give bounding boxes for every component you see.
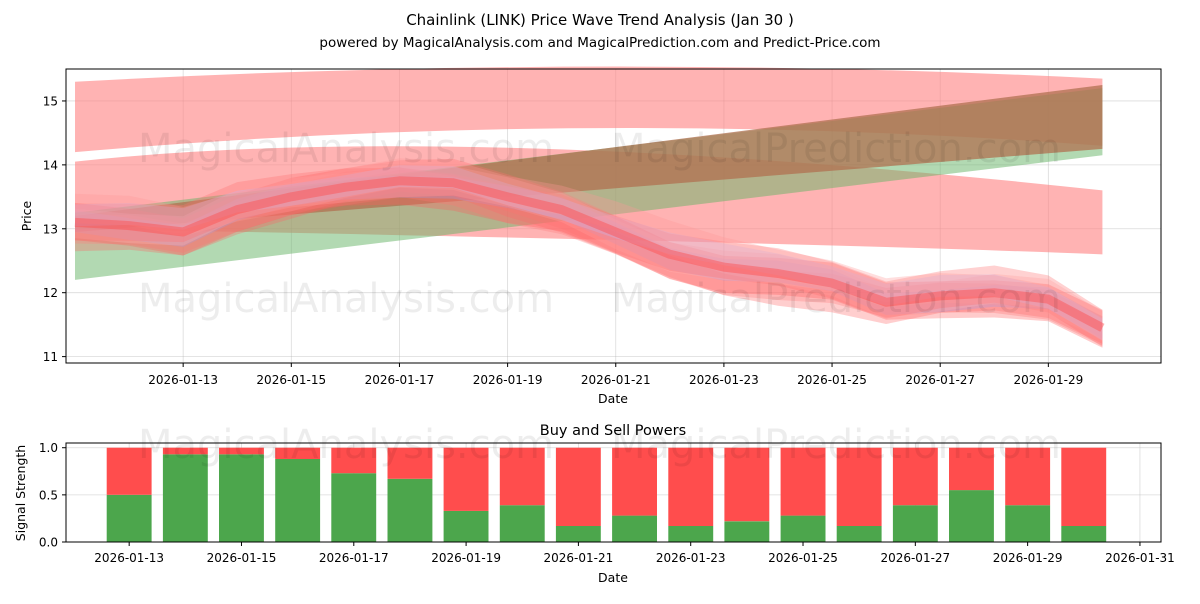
signal-panel: Buy and Sell Powers MagicalAnalysis.com … bbox=[13, 422, 1175, 585]
buy-bar bbox=[668, 526, 714, 542]
watermark-analysis-3: MagicalAnalysis.com bbox=[138, 422, 554, 468]
price-wave-band bbox=[75, 158, 1103, 347]
signal-bars bbox=[106, 447, 1107, 542]
price-wave-band bbox=[75, 167, 1103, 346]
price-axes-frame bbox=[65, 68, 1162, 364]
price-wave-band bbox=[75, 158, 1103, 340]
price-y-tick-label: 13 bbox=[43, 222, 58, 236]
sell-bar bbox=[219, 447, 264, 455]
price-x-tick-label: 2026-01-27 bbox=[905, 373, 975, 387]
sell-bar bbox=[275, 447, 321, 459]
buy-bar bbox=[724, 521, 770, 542]
price-x-tick-label: 2026-01-25 bbox=[797, 373, 867, 387]
sell-bar bbox=[1005, 447, 1051, 506]
sell-bar bbox=[162, 447, 208, 455]
price-waves bbox=[74, 158, 1105, 348]
signal-y-label: Signal Strength bbox=[13, 445, 28, 541]
price-y-tick-label: 11 bbox=[43, 350, 58, 364]
sell-bar bbox=[499, 447, 545, 506]
buy-bar bbox=[331, 473, 377, 542]
price-x-tick-label: 2026-01-29 bbox=[1013, 373, 1083, 387]
chart-title: Chainlink (LINK) Price Wave Trend Analys… bbox=[406, 11, 794, 29]
signal-title: Buy and Sell Powers bbox=[540, 423, 686, 439]
signal-y-ticks: 0.0 0.5 1.0 bbox=[39, 441, 66, 550]
buy-bar bbox=[892, 505, 938, 542]
signal-y-tick-label: 0.5 bbox=[39, 488, 58, 502]
buy-bar bbox=[1061, 526, 1107, 542]
trend-band-brown bbox=[75, 84, 1103, 232]
sell-bar bbox=[555, 447, 601, 526]
price-y-tick-label: 14 bbox=[43, 158, 58, 172]
price-y-tick-label: 15 bbox=[43, 94, 58, 108]
buy-bar bbox=[836, 526, 882, 542]
sell-bar bbox=[1061, 447, 1107, 526]
sell-bar bbox=[949, 447, 994, 491]
chart-subtitle: powered by MagicalAnalysis.com and Magic… bbox=[319, 35, 880, 51]
sell-bar bbox=[387, 447, 433, 479]
signal-x-tick-label: 2026-01-19 bbox=[431, 551, 501, 565]
buy-bar bbox=[612, 515, 657, 542]
signal-x-label: Date bbox=[598, 570, 628, 585]
price-y-tick-label: 12 bbox=[43, 286, 58, 300]
price-x-tick-label: 2026-01-13 bbox=[148, 373, 218, 387]
watermark-analysis: MagicalAnalysis.com bbox=[138, 126, 554, 172]
price-x-tick-label: 2026-01-15 bbox=[256, 373, 326, 387]
buy-bar bbox=[555, 526, 601, 542]
watermark-prediction-2: MagicalPrediction.com bbox=[611, 276, 1061, 322]
buy-bar bbox=[219, 454, 264, 542]
price-y-ticks: 11 12 13 14 15 bbox=[43, 94, 66, 364]
signal-x-tick-label: 2026-01-23 bbox=[656, 551, 726, 565]
signal-x-tick-label: 2026-01-17 bbox=[319, 551, 389, 565]
buy-bar bbox=[780, 515, 826, 542]
watermark-prediction: MagicalPrediction.com bbox=[611, 126, 1061, 172]
sell-bar bbox=[836, 447, 882, 526]
signal-x-ticks: 2026-01-13 2026-01-15 2026-01-17 2026-01-19… bbox=[94, 542, 1175, 565]
price-wave-band bbox=[75, 169, 1103, 344]
watermark-analysis-2: MagicalAnalysis.com bbox=[138, 276, 554, 322]
signal-x-tick-label: 2026-01-27 bbox=[880, 551, 950, 565]
signal-x-tick-label: 2026-01-29 bbox=[993, 551, 1063, 565]
signal-axes-frame bbox=[65, 442, 1162, 543]
sell-bar bbox=[443, 447, 489, 511]
price-x-tick-label: 2026-01-17 bbox=[365, 373, 435, 387]
buy-bar bbox=[499, 505, 545, 542]
price-wave-band bbox=[75, 167, 1103, 348]
price-wave-band bbox=[75, 166, 1103, 341]
buy-bar bbox=[1005, 505, 1051, 542]
buy-bar bbox=[387, 478, 433, 542]
signal-x-tick-label: 2026-01-25 bbox=[768, 551, 838, 565]
sell-bar bbox=[724, 447, 770, 522]
sell-bar bbox=[780, 447, 826, 516]
signal-y-tick-label: 1.0 bbox=[39, 441, 58, 455]
sell-bar bbox=[892, 447, 938, 506]
watermark-prediction-3: MagicalPrediction.com bbox=[611, 422, 1061, 468]
signal-y-tick-label: 0.0 bbox=[39, 536, 58, 550]
signal-x-tick-label: 2026-01-31 bbox=[1105, 551, 1175, 565]
signal-x-tick-label: 2026-01-15 bbox=[207, 551, 277, 565]
price-x-tick-label: 2026-01-19 bbox=[473, 373, 543, 387]
signal-x-tick-label: 2026-01-21 bbox=[544, 551, 614, 565]
price-panel: MagicalAnalysis.com MagicalPrediction.co… bbox=[19, 66, 1162, 406]
buy-bar bbox=[443, 510, 489, 542]
sell-bar bbox=[612, 447, 657, 516]
sell-bar bbox=[668, 447, 714, 526]
buy-bar bbox=[162, 454, 208, 542]
buy-bar bbox=[106, 494, 152, 542]
signal-x-tick-label: 2026-01-13 bbox=[94, 551, 164, 565]
price-x-tick-label: 2026-01-21 bbox=[581, 373, 651, 387]
sell-bar bbox=[331, 447, 377, 474]
price-center-wave bbox=[74, 176, 1105, 332]
price-x-ticks: 2026-01-13 2026-01-15 2026-01-17 2026-01-19… bbox=[148, 363, 1083, 387]
price-x-label: Date bbox=[598, 391, 628, 406]
price-x-tick-label: 2026-01-23 bbox=[689, 373, 759, 387]
trend-bands bbox=[75, 66, 1103, 280]
buy-bar bbox=[949, 490, 994, 542]
sell-bar bbox=[106, 447, 152, 495]
buy-bar bbox=[275, 459, 321, 542]
price-y-label: Price bbox=[19, 200, 34, 231]
